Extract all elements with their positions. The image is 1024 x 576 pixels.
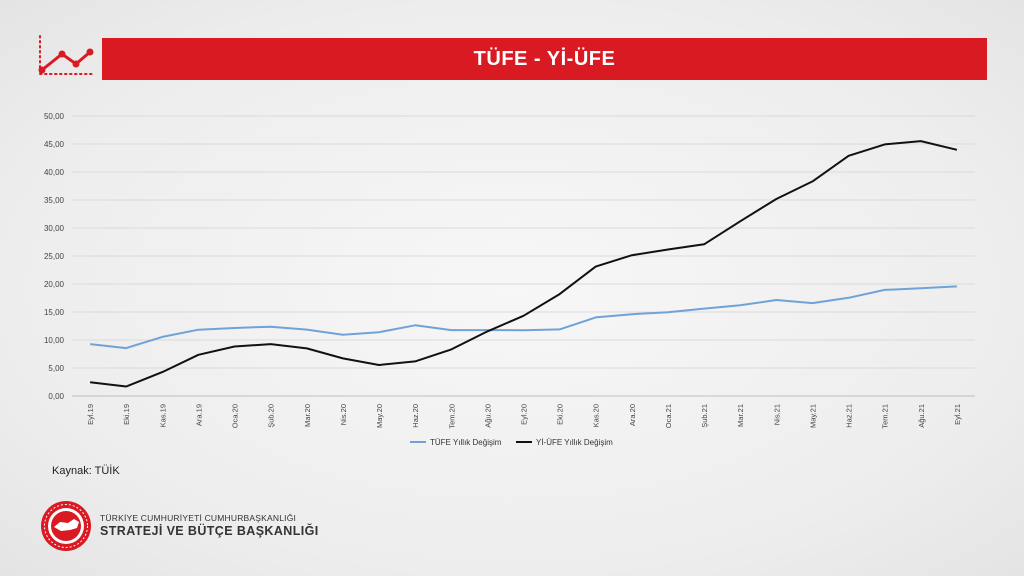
state-seal-icon (41, 501, 91, 551)
y-tick-label: 5,00 (48, 364, 64, 373)
x-tick-label: May.21 (808, 404, 817, 428)
x-tick-label: Eyl.19 (86, 404, 95, 425)
x-tick-label: Haz.20 (411, 404, 420, 428)
x-tick-label: May.20 (375, 404, 384, 428)
y-tick-label: 10,00 (44, 336, 65, 345)
chart-title-banner: TÜFE - Yİ-ÜFE (102, 38, 987, 80)
trend-line-icon (38, 35, 95, 75)
source-note: Kaynak: TÜİK (52, 465, 120, 477)
y-tick-label: 35,00 (44, 196, 65, 205)
x-tick-label: Tem.21 (881, 404, 890, 429)
organization-name-line1: TÜRKİYE CUMHURİYETİ CUMHURBAŞKANLIĞI (100, 513, 297, 523)
y-tick-label: 25,00 (44, 252, 65, 261)
x-tick-label: Nis.20 (339, 404, 348, 425)
organization-logo: TÜRKİYE CUMHURİYETİ CUMHURBAŞKANLIĞI STR… (40, 500, 340, 556)
y-tick-label: 45,00 (44, 140, 65, 149)
x-tick-label: Kas.20 (592, 404, 601, 427)
x-tick-label: Tem.20 (447, 404, 456, 429)
y-tick-label: 40,00 (44, 168, 65, 177)
x-tick-label: Eyl.20 (520, 404, 529, 425)
x-tick-label: Ağu.20 (483, 404, 492, 428)
page-title: TÜFE - Yİ-ÜFE (473, 47, 616, 70)
x-tick-label: Nis.21 (772, 404, 781, 425)
y-tick-label: 15,00 (44, 308, 65, 317)
organization-name-line2: STRATEJİ VE BÜTÇE BAŞKANLIĞI (100, 524, 319, 538)
legend-label: TÜFE Yıllık Değişim (430, 438, 502, 447)
x-tick-label: Ara.20 (628, 404, 637, 426)
x-tick-label: Oca.21 (664, 404, 673, 428)
line-chart: 0,00 5,00 10,00 15,00 20,00 25,00 30,00 35,00 40… (44, 112, 975, 447)
x-tick-label: Oca.20 (231, 404, 240, 428)
x-tick-label: Mar.20 (303, 404, 312, 427)
series-line-tufe (89, 285, 957, 350)
x-tick-label: Eki.20 (556, 404, 565, 425)
x-tick-label: Eki.19 (122, 404, 131, 425)
x-tick-label: Haz.21 (845, 404, 854, 428)
x-tick-label: Şub.21 (700, 404, 709, 428)
x-tick-label: Ara.19 (194, 404, 203, 426)
y-tick-label: 50,00 (44, 112, 65, 121)
series-line-yiufe (89, 140, 958, 388)
x-tick-label: Mar.21 (736, 404, 745, 427)
legend-label: Yİ-ÜFE Yıllık Değişim (536, 438, 613, 447)
y-tick-label: 30,00 (44, 224, 65, 233)
x-tick-label: Ağu.21 (917, 404, 926, 428)
x-tick-label: Eyl.21 (953, 404, 962, 425)
x-tick-label: Kas.19 (158, 404, 167, 427)
x-tick-label: Şub.20 (267, 404, 276, 428)
y-tick-label: 20,00 (44, 280, 65, 289)
y-tick-label: 0,00 (48, 392, 64, 401)
